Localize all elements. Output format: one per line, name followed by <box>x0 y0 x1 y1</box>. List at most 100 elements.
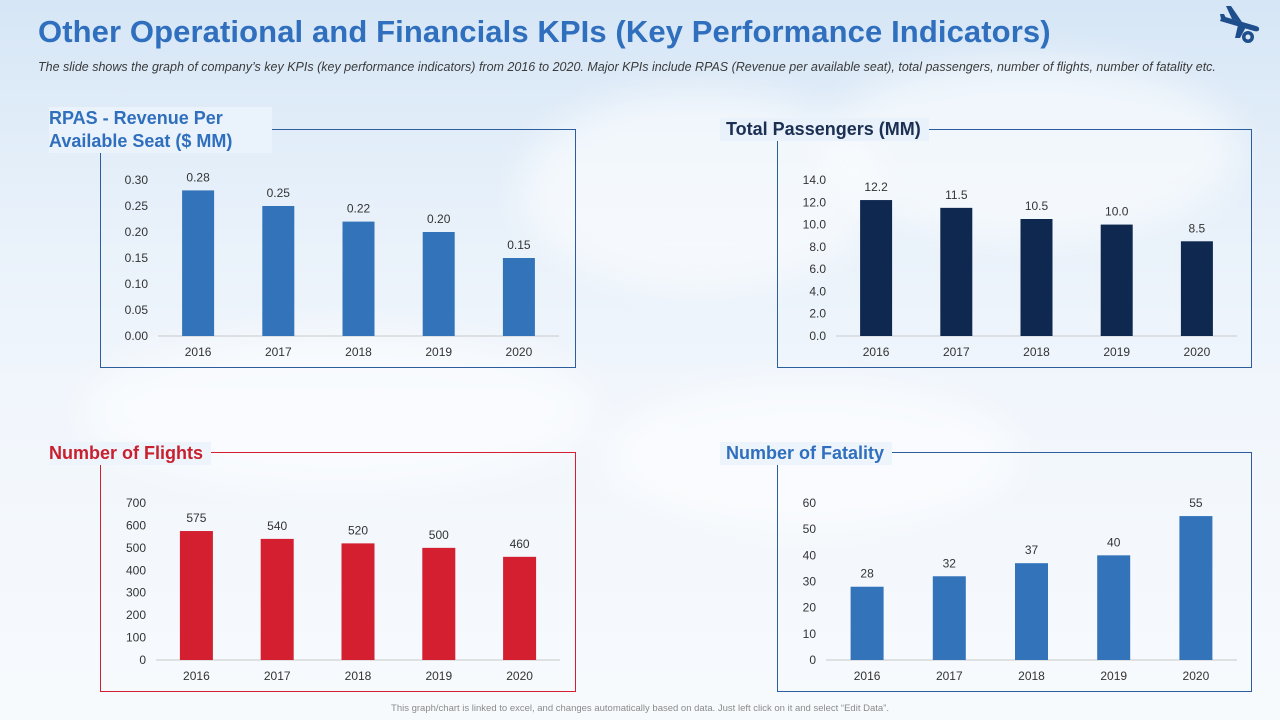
y-tick-label: 0.25 <box>125 199 149 213</box>
bar <box>1100 224 1133 336</box>
y-tick-label: 500 <box>126 541 146 555</box>
flights-title: Number of Flights <box>49 442 211 465</box>
x-tick-label: 2020 <box>1184 345 1211 359</box>
data-label: 8.5 <box>1189 221 1206 235</box>
x-tick-label: 2018 <box>1018 669 1045 683</box>
x-tick-label: 2019 <box>425 669 452 683</box>
y-tick-label: 0.0 <box>809 329 826 343</box>
x-tick-label: 2020 <box>506 345 533 359</box>
bar <box>1180 241 1213 336</box>
y-tick-label: 0.15 <box>125 251 149 265</box>
data-label: 40 <box>1107 535 1121 549</box>
y-tick-label: 60 <box>803 496 817 510</box>
bar <box>422 232 455 336</box>
rpas-frame <box>100 129 576 368</box>
x-tick-label: 2016 <box>185 345 212 359</box>
y-tick-label: 30 <box>803 575 817 589</box>
y-tick-label: 10.0 <box>803 218 827 232</box>
data-label: 55 <box>1189 496 1203 510</box>
data-label: 0.25 <box>267 186 291 200</box>
x-tick-label: 2017 <box>936 669 963 683</box>
y-tick-label: 600 <box>126 518 146 532</box>
y-tick-label: 8.0 <box>809 240 826 254</box>
y-tick-label: 700 <box>126 496 146 510</box>
bar <box>502 258 535 336</box>
data-label: 500 <box>429 528 449 542</box>
data-label: 460 <box>510 537 530 551</box>
data-label: 10.5 <box>1025 199 1049 213</box>
y-tick-label: 0.05 <box>125 303 149 317</box>
x-tick-label: 2020 <box>506 669 533 683</box>
y-tick-label: 0.20 <box>125 225 149 239</box>
y-tick-label: 0.00 <box>125 329 149 343</box>
data-label: 32 <box>943 556 957 570</box>
data-label: 520 <box>348 523 368 537</box>
y-tick-label: 14.0 <box>803 173 827 187</box>
y-tick-label: 10 <box>803 627 817 641</box>
passengers-frame <box>777 129 1252 368</box>
x-tick-label: 2016 <box>183 669 210 683</box>
x-tick-label: 2018 <box>345 345 372 359</box>
data-label: 540 <box>267 519 287 533</box>
y-tick-label: 4.0 <box>809 284 826 298</box>
page-subtitle: The slide shows the graph of company’s k… <box>38 60 1216 74</box>
data-label: 0.20 <box>427 212 451 226</box>
y-tick-label: 2.0 <box>809 307 826 321</box>
x-tick-label: 2019 <box>425 345 452 359</box>
airplane-icon <box>1220 6 1260 43</box>
bar <box>1179 516 1213 660</box>
y-tick-label: 50 <box>803 522 817 536</box>
bar <box>932 576 966 660</box>
bar <box>262 206 295 336</box>
bar <box>860 200 893 336</box>
x-tick-label: 2019 <box>1103 345 1130 359</box>
bar <box>179 531 213 660</box>
bar <box>940 207 973 336</box>
x-tick-label: 2019 <box>1100 669 1127 683</box>
data-label: 0.28 <box>186 170 210 184</box>
data-label: 28 <box>860 567 874 581</box>
x-tick-label: 2016 <box>863 345 890 359</box>
x-tick-label: 2018 <box>345 669 372 683</box>
bar <box>503 556 537 660</box>
y-tick-label: 0.30 <box>125 173 149 187</box>
data-label: 0.22 <box>347 202 371 216</box>
rpas-title: RPAS - Revenue Per Available Seat ($ MM) <box>49 107 272 153</box>
data-label: 11.5 <box>945 188 968 202</box>
bar <box>260 538 294 660</box>
bar <box>1020 219 1053 336</box>
x-tick-label: 2016 <box>854 669 881 683</box>
y-tick-label: 20 <box>803 601 817 615</box>
y-tick-label: 400 <box>126 563 146 577</box>
y-tick-label: 0 <box>809 653 816 667</box>
bar <box>850 586 884 660</box>
x-tick-label: 2018 <box>1023 345 1050 359</box>
fatality-title: Number of Fatality <box>720 442 893 465</box>
y-tick-label: 40 <box>803 548 817 562</box>
passengers-title: Total Passengers (MM) <box>720 118 929 141</box>
x-tick-label: 2020 <box>1183 669 1210 683</box>
x-tick-label: 2017 <box>943 345 970 359</box>
x-tick-label: 2017 <box>264 669 291 683</box>
y-tick-label: 300 <box>126 586 146 600</box>
data-label: 0.15 <box>507 238 531 252</box>
y-tick-label: 6.0 <box>809 262 826 276</box>
y-tick-label: 12.0 <box>803 195 827 209</box>
fatality-frame <box>777 452 1252 692</box>
x-tick-label: 2017 <box>265 345 292 359</box>
data-label: 12.2 <box>864 180 888 194</box>
bar <box>422 547 456 660</box>
page-title: Other Operational and Financials KPIs (K… <box>38 14 1051 49</box>
bar <box>341 543 375 660</box>
data-label: 37 <box>1025 543 1039 557</box>
bar <box>182 190 215 336</box>
y-tick-label: 100 <box>126 631 146 645</box>
bar <box>342 221 375 336</box>
footer-note: This graph/chart is linked to excel, and… <box>391 703 889 714</box>
bar <box>1015 563 1048 660</box>
y-tick-label: 0.10 <box>125 277 149 291</box>
